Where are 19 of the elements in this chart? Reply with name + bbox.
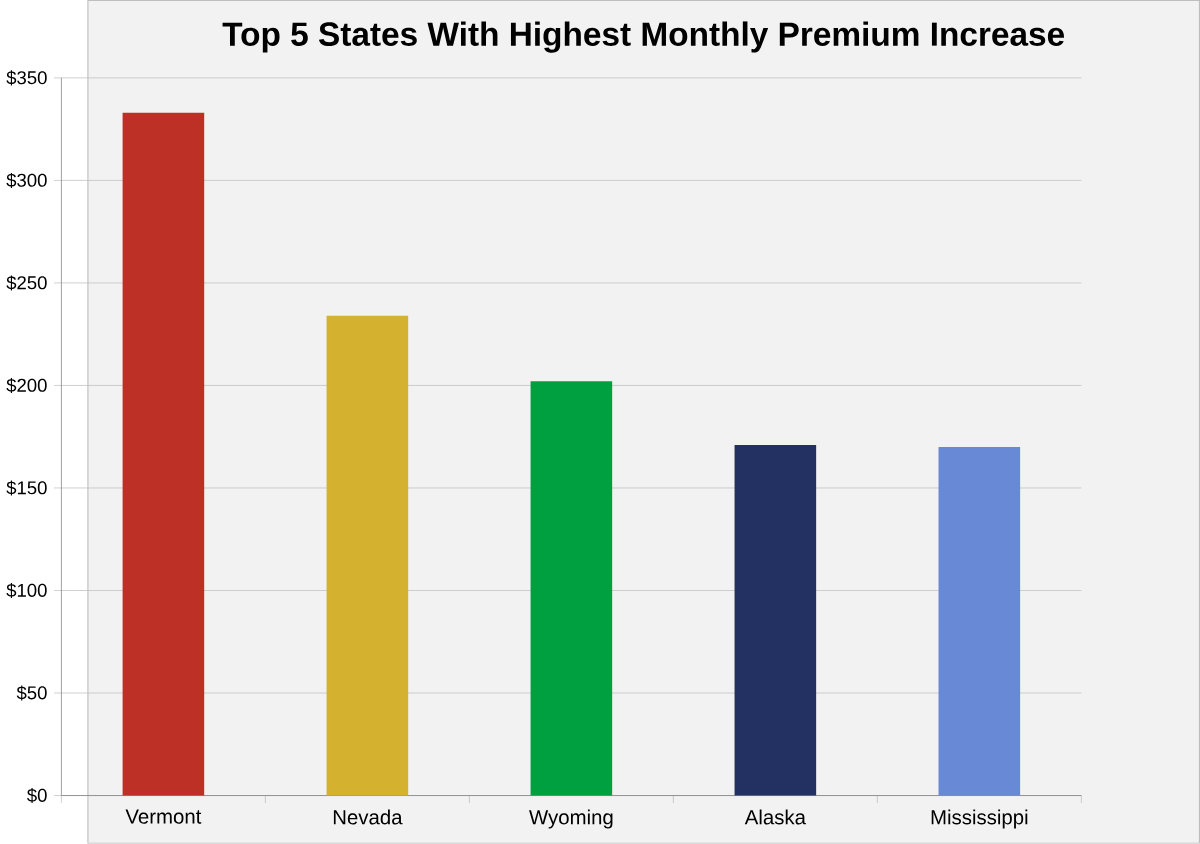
y-tick-label: $250 — [6, 275, 47, 291]
x-tick-label: Alaska — [744, 809, 806, 825]
x-tick-label: Wyoming — [529, 809, 613, 829]
bar — [530, 381, 613, 796]
y-tick-label: $150 — [6, 480, 47, 496]
y-tick-label: $300 — [6, 173, 47, 189]
x-tick-label: Nevada — [333, 809, 403, 825]
y-tick-label: $0 — [27, 788, 47, 804]
y-tick-label: $100 — [6, 583, 47, 599]
bar — [326, 315, 409, 796]
bar — [122, 112, 205, 796]
bar — [734, 445, 817, 796]
y-tick-label: $200 — [6, 378, 47, 394]
chart-title: Top 5 States With Highest Monthly Premium Increase — [222, 21, 1065, 53]
y-tick-label: $50 — [16, 685, 47, 701]
bar — [938, 447, 1021, 796]
x-tick-label: Mississippi — [931, 809, 1028, 829]
y-tick-label: $350 — [6, 70, 47, 86]
x-tick-label: Vermont — [125, 809, 202, 824]
